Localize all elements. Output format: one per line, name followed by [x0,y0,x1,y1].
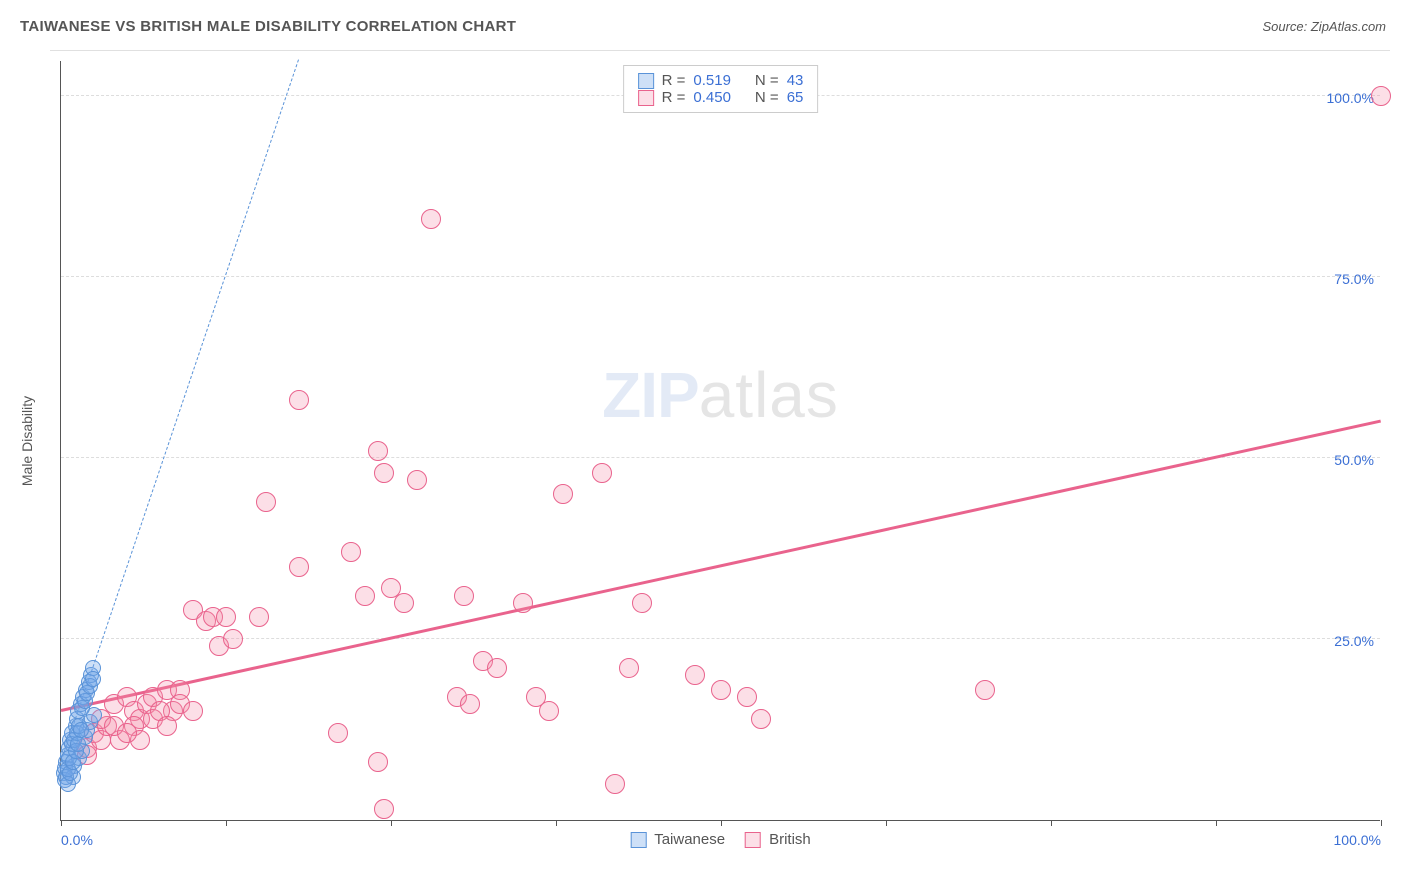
gridline [61,457,1380,458]
legend-swatch-taiwanese [638,73,654,89]
n-value-british: 65 [787,89,804,106]
r-value-british: 0.450 [693,89,731,106]
data-point [289,390,309,410]
chart-container: Male Disability ZIPatlas R = 0.519 N = 4… [50,50,1390,840]
gridline [61,638,1380,639]
watermark-atlas: atlas [699,359,839,431]
data-point [374,463,394,483]
data-point [737,687,757,707]
data-point [85,671,101,687]
data-point [355,586,375,606]
x-tick [61,820,62,826]
x-tick [1216,820,1217,826]
data-point [216,607,236,627]
data-point [539,701,559,721]
x-tick-label: 100.0% [1334,832,1381,848]
trend-line [61,59,300,761]
data-point [289,557,309,577]
data-point [487,658,507,678]
chart-header: TAIWANESE VS BRITISH MALE DISABILITY COR… [20,18,1386,35]
data-point [368,441,388,461]
data-point [407,470,427,490]
x-tick-label: 0.0% [61,832,93,848]
y-tick-label: 50.0% [1334,452,1374,468]
y-tick-label: 100.0% [1327,90,1374,106]
data-point [592,463,612,483]
data-point [460,694,480,714]
legend-item-taiwanese: Taiwanese [630,831,725,848]
y-tick-label: 75.0% [1334,271,1374,287]
chart-title: TAIWANESE VS BRITISH MALE DISABILITY COR… [20,18,516,35]
data-point [70,736,86,752]
legend-swatch-british-2 [745,832,761,848]
x-tick [556,820,557,826]
legend-stats-row-2: R = 0.450 N = 65 [638,89,804,106]
data-point [73,722,89,738]
trend-line [61,419,1382,711]
data-point [223,629,243,649]
data-point [975,680,995,700]
data-point [454,586,474,606]
n-value-taiwanese: 43 [787,72,804,89]
x-tick [721,820,722,826]
data-point [685,665,705,685]
data-point [711,680,731,700]
r-value-taiwanese: 0.519 [693,72,731,89]
data-point [394,593,414,613]
gridline [61,276,1380,277]
data-point [157,716,177,736]
data-point [374,799,394,819]
watermark: ZIPatlas [602,358,839,432]
legend-swatch-british [638,90,654,106]
n-label: N = [755,89,779,106]
legend-item-british: British [745,831,811,848]
y-tick-label: 25.0% [1334,633,1374,649]
data-point [553,484,573,504]
data-point [605,774,625,794]
data-point [368,752,388,772]
x-tick [1051,820,1052,826]
chart-source: Source: ZipAtlas.com [1262,19,1386,34]
r-label: R = [662,72,686,89]
data-point [117,723,137,743]
data-point [328,723,348,743]
data-point [513,593,533,613]
data-point [751,709,771,729]
n-label: N = [755,72,779,89]
data-point [421,209,441,229]
data-point [341,542,361,562]
data-point [632,593,652,613]
x-tick [391,820,392,826]
legend-label-british: British [769,831,811,848]
legend-series: Taiwanese British [630,831,811,848]
plot-area: Male Disability ZIPatlas R = 0.519 N = 4… [60,61,1380,821]
data-point [256,492,276,512]
legend-swatch-taiwanese-2 [630,832,646,848]
x-tick [226,820,227,826]
data-point [183,701,203,721]
r-label: R = [662,89,686,106]
watermark-zip: ZIP [602,359,699,431]
data-point [249,607,269,627]
legend-label-taiwanese: Taiwanese [654,831,725,848]
x-tick [1381,820,1382,826]
data-point [619,658,639,678]
legend-stats: R = 0.519 N = 43 R = 0.450 N = 65 [623,65,819,113]
y-axis-label: Male Disability [19,395,35,485]
legend-stats-row-1: R = 0.519 N = 43 [638,72,804,89]
x-tick [886,820,887,826]
data-point [1371,86,1391,106]
